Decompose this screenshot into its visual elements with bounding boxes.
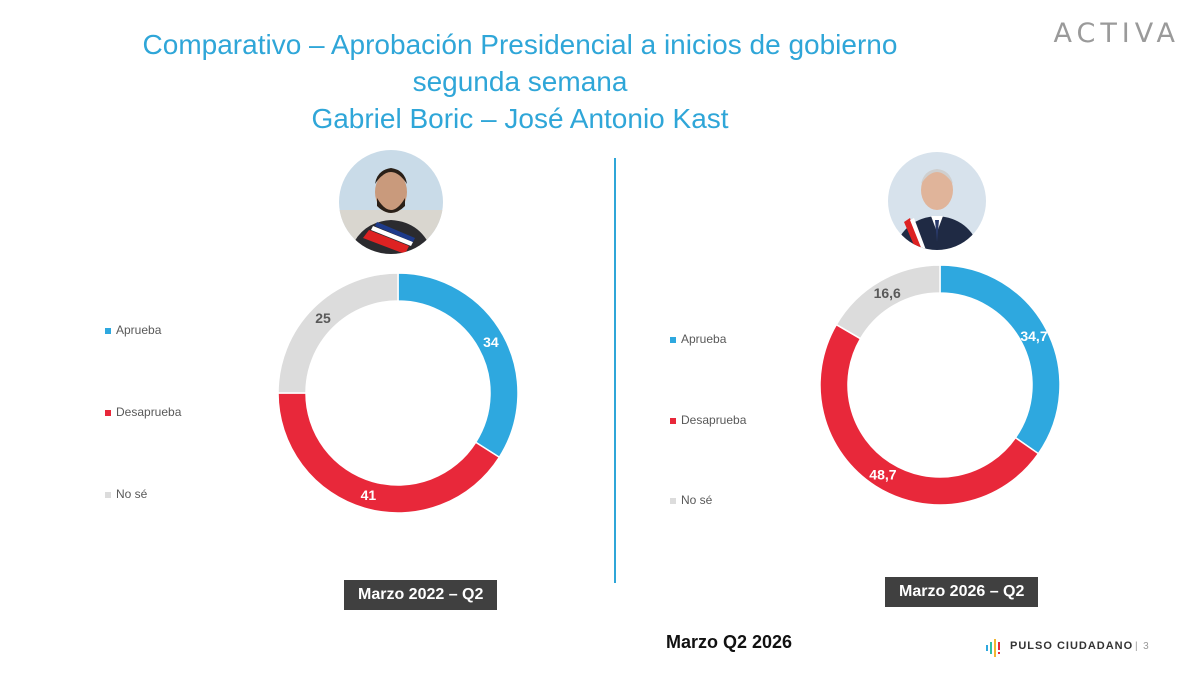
legend-item-nose: No sé [670, 493, 712, 507]
legend-swatch [670, 497, 676, 504]
legend-item-aprueba: Aprueba [105, 323, 161, 337]
legend-swatch [105, 409, 111, 416]
slide-title: Comparativo – Aprobación Presidencial a … [60, 26, 980, 137]
legend-label: Desaprueba [681, 413, 747, 427]
legend-swatch [670, 336, 676, 343]
data-label: 25 [315, 310, 331, 326]
data-label: 48,7 [869, 466, 896, 482]
legend-label: Aprueba [116, 323, 162, 337]
legend-swatch [105, 491, 111, 498]
page-number: | 3 [1135, 641, 1149, 652]
legend-swatch [105, 327, 111, 334]
pulso-logo-icon [986, 639, 1000, 657]
divider [614, 158, 616, 583]
donut-slice-nos [277, 272, 399, 394]
data-label: 16,6 [874, 285, 901, 301]
legend-item-nose: No sé [105, 487, 147, 501]
data-label: 41 [361, 487, 377, 503]
donut-slice-desaprueba [277, 392, 501, 514]
legend-swatch [670, 417, 676, 424]
donut-slice-aprueba [397, 272, 519, 459]
legend-item-desaprueba: Desaprueba [670, 413, 746, 427]
period-badge-2026: Marzo 2026 – Q2 [885, 577, 1039, 607]
footer-date: Marzo Q2 2026 [666, 632, 793, 652]
title-line-1: Comparativo – Aprobación Presidencial a … [142, 29, 898, 60]
activa-logo: ACTIVA [1053, 18, 1180, 49]
donut-slice-nos [835, 264, 941, 340]
data-label: 34,7 [1020, 328, 1047, 344]
donut-slice-aprueba [939, 264, 1061, 455]
legend-item-desaprueba: Desaprueba [105, 405, 181, 419]
legend-item-aprueba: Aprueba [670, 332, 726, 346]
page-number-value: 3 [1143, 641, 1149, 652]
kast-photo [888, 152, 986, 250]
legend-label: Desaprueba [116, 405, 182, 419]
title-line-2: segunda semana [412, 66, 628, 97]
data-label: 34 [483, 334, 499, 350]
donut-slice-desaprueba [819, 323, 1040, 506]
title-line-3: Gabriel Boric – José Antonio Kast [311, 103, 729, 134]
period-badge-2022: Marzo 2022 – Q2 [344, 580, 498, 610]
legend-label: No sé [116, 487, 148, 501]
boric-photo [339, 150, 443, 254]
legend-label: No sé [681, 493, 713, 507]
legend-label: Aprueba [681, 332, 727, 346]
pulso-brand: PULSO CIUDADANO [1010, 640, 1134, 652]
